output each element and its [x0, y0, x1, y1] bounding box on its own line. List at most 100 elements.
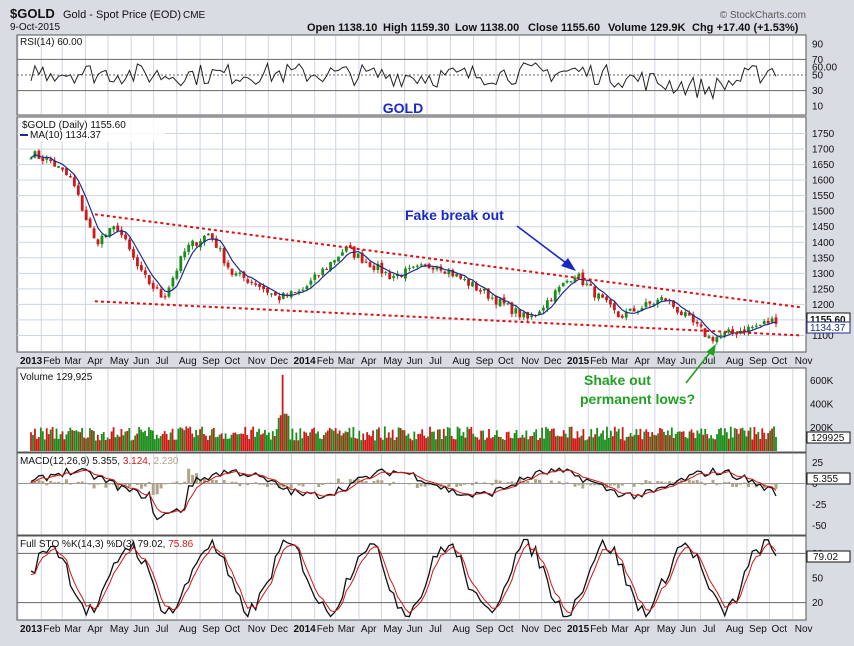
volume-bar [99, 440, 101, 451]
volume-bar [103, 432, 105, 451]
volume-bar [130, 440, 132, 451]
macd-hist-bar [61, 483, 64, 484]
volume-bar [651, 432, 653, 451]
volume-bar [408, 434, 410, 451]
volume-bar [447, 427, 449, 451]
volume-bar [514, 433, 516, 451]
price-tick-label: 1700 [812, 145, 835, 156]
macd-hist-bar [286, 483, 289, 484]
macd-hist-bar [100, 483, 103, 484]
volume-bar [307, 436, 309, 451]
volume-bar [270, 440, 272, 451]
volume-bar [370, 436, 372, 451]
volume-bar [64, 439, 66, 451]
volume-bar [197, 435, 199, 451]
volume-bar [582, 429, 584, 451]
x-tick-label: Jul [429, 356, 442, 367]
volume-bar [610, 431, 612, 451]
close-value: Close 1155.60 [528, 22, 600, 34]
macd-hist-bar [215, 480, 218, 484]
volume-bar [341, 435, 343, 451]
price-candle-body [211, 233, 214, 238]
volume-bar [390, 438, 392, 451]
x-tick-label: Oct [225, 624, 241, 635]
macd-hist-bar [140, 483, 143, 488]
volume-bar [411, 440, 413, 451]
macd-hist-bar [183, 482, 186, 484]
macd-hist-bar [711, 480, 714, 484]
volume-bar [547, 429, 549, 451]
macd-hist-bar [73, 483, 76, 484]
volume-bar [168, 440, 170, 451]
macd-hist-bar [144, 483, 147, 486]
volume-bar [170, 433, 172, 451]
x-tick-label: May [657, 624, 676, 635]
macd-hist-bar [388, 483, 391, 485]
x-tick-label: Nov [521, 356, 539, 367]
volume-bar [79, 432, 81, 451]
macd-hist-bar [238, 483, 241, 486]
volume-bar [56, 429, 58, 451]
macd-hist-bar [337, 479, 340, 484]
volume-bar [233, 433, 235, 451]
macd-hist-bar [447, 483, 450, 487]
volume-bar [38, 437, 40, 451]
price-candle-body [89, 219, 92, 228]
volume-bar [437, 430, 439, 451]
price-candle-body [37, 151, 40, 159]
volume-bar [77, 431, 79, 451]
x-tick-label: Mar [338, 624, 356, 635]
price-candle-body [81, 195, 84, 211]
volume-bar [250, 430, 252, 451]
volume-bar [588, 437, 590, 451]
price-candle-body [648, 301, 651, 303]
volume-bar [535, 429, 537, 451]
volume-bar [577, 431, 579, 451]
macd-hist-bar [124, 483, 127, 485]
price-candle-body [112, 226, 115, 229]
x-tick-label: Nov [795, 624, 813, 635]
volume-bar [292, 429, 294, 451]
price-candle-body [696, 322, 699, 324]
price-candle-body [601, 294, 604, 297]
volume-bar [339, 430, 341, 451]
volume-bar [712, 438, 714, 451]
macd-hist-bar [424, 483, 427, 486]
macd-hist-bar [191, 475, 194, 484]
volume-bar [195, 430, 197, 451]
price-panel [17, 117, 806, 352]
price-candle-body [306, 286, 309, 289]
macd-hist-bar [506, 482, 509, 483]
volume-bar [649, 437, 651, 451]
volume-bar [634, 435, 636, 451]
volume-bar [695, 438, 697, 451]
price-candle-body [254, 283, 257, 285]
volume-bar [769, 431, 771, 451]
volume-bar [594, 434, 596, 451]
x-tick-label: Sep [202, 624, 220, 635]
macd-legend: MACD(12,26,9) 5.355, 3.124, 2.230 [20, 456, 179, 467]
volume-bar [142, 432, 144, 451]
volume-bar [156, 435, 158, 451]
date-label: 9-Oct-2015 [10, 22, 60, 33]
volume-bar [472, 434, 474, 451]
price-candle-body [231, 269, 234, 275]
volume-bar [734, 428, 736, 451]
volume-bar [366, 432, 368, 451]
price-candle-body [160, 289, 163, 297]
volume-bar [616, 431, 618, 451]
volume-bar [85, 438, 87, 451]
macd-hist-bar [479, 483, 482, 484]
macd-hist-bar [577, 483, 580, 485]
volume-bar [81, 428, 83, 451]
macd-hist-bar [640, 483, 643, 484]
price-candle-body [97, 239, 100, 244]
price-candle-body [266, 288, 269, 293]
x-tick-label: Sep [749, 356, 767, 367]
volume-bar [349, 428, 351, 451]
x-tick-label: Feb [590, 624, 608, 635]
volume-bar [626, 437, 628, 451]
volume-bar [126, 431, 128, 451]
macd-hist-bar [731, 483, 734, 486]
x-tick-label: Jul [703, 624, 716, 635]
